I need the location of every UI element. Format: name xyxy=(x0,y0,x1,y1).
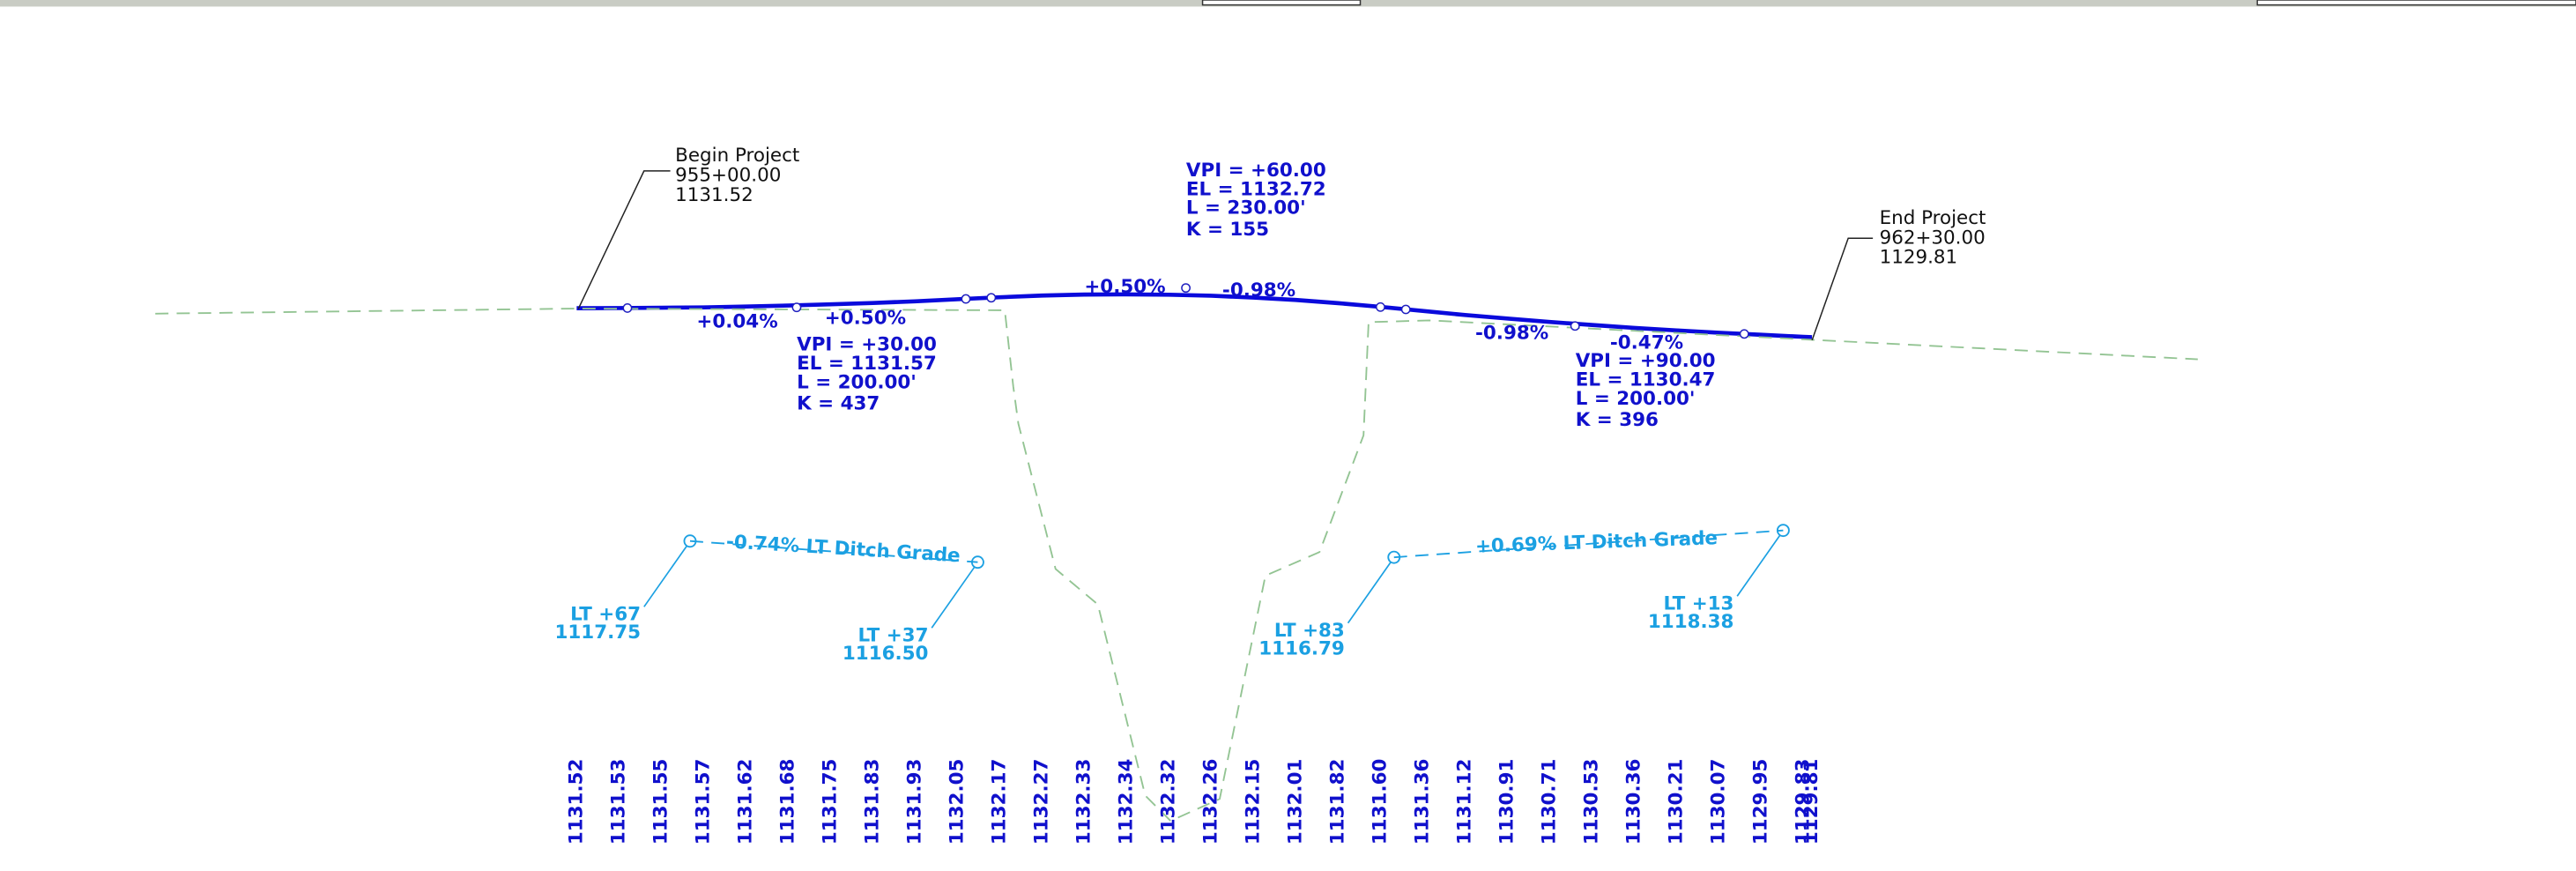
elevation-label: 1131.57 xyxy=(692,759,714,845)
annotation-text: 955+00.00 xyxy=(675,164,781,186)
curve-point xyxy=(1741,330,1748,338)
top-box xyxy=(1203,0,1361,5)
ditch-elevation-label: 1116.50 xyxy=(843,643,929,665)
annotation-text: 1131.52 xyxy=(675,184,753,206)
grade-label: -0.98% xyxy=(1475,322,1548,344)
elevation-label: 1131.62 xyxy=(734,759,756,845)
top-box xyxy=(2257,0,2576,5)
page: {"chart_data": { "type": "line", "xlim":… xyxy=(0,0,2576,871)
elevation-label: 1130.71 xyxy=(1538,759,1560,845)
elevation-label: 1131.93 xyxy=(903,759,925,845)
elevation-label: 1130.91 xyxy=(1496,759,1518,845)
annotation-text: 1129.81 xyxy=(1880,247,1958,269)
vpi-text: L = 230.00' xyxy=(1186,197,1306,220)
vpi-text: K = 155 xyxy=(1186,219,1269,241)
elevation-label: 1131.83 xyxy=(861,759,883,845)
curve-point xyxy=(1182,284,1190,292)
elevation-label: 1130.53 xyxy=(1580,759,1602,845)
vpi-text: L = 200.00' xyxy=(797,371,917,393)
annotation-text: End Project xyxy=(1880,207,1986,229)
grade-label: -0.47% xyxy=(1610,332,1683,354)
grade-label: +0.04% xyxy=(696,310,777,332)
elevation-label: 1130.07 xyxy=(1707,759,1729,845)
elevation-label: 1131.82 xyxy=(1326,759,1348,845)
curve-point xyxy=(1402,305,1410,313)
vpi-text: K = 396 xyxy=(1576,409,1659,431)
elevation-label: 1131.60 xyxy=(1369,759,1391,845)
grade-label: -0.98% xyxy=(1222,279,1295,302)
ditch-elevation-label: 1116.79 xyxy=(1258,638,1345,660)
annotation-text: 962+30.00 xyxy=(1880,227,1986,249)
elevation-label: 1130.36 xyxy=(1622,759,1644,845)
grade-label: +0.50% xyxy=(825,308,906,330)
curve-point xyxy=(987,294,995,302)
curve-point xyxy=(1571,322,1579,330)
annotation-text: Begin Project xyxy=(675,145,799,167)
elevation-label: 1131.53 xyxy=(607,759,629,845)
elevation-label: 1132.27 xyxy=(1030,759,1052,845)
elevation-label: 1130.21 xyxy=(1665,759,1687,845)
elevation-label: 1132.05 xyxy=(946,759,968,845)
background xyxy=(0,0,2576,871)
vpi-text: K = 437 xyxy=(797,393,880,415)
elevation-label: 1132.32 xyxy=(1157,759,1179,845)
grade-label: +0.50% xyxy=(1084,276,1165,298)
chart: 1131.52 1131.53 1131.55 1131.57 1131.62 1131.… xyxy=(0,0,2576,871)
elevation-label: 1132.01 xyxy=(1284,759,1306,845)
vpi-text: L = 200.00' xyxy=(1576,388,1696,410)
elevation-label: 1132.26 xyxy=(1199,759,1221,845)
elevation-label: 1131.68 xyxy=(776,759,798,845)
elevation-label: 1132.34 xyxy=(1115,759,1137,845)
elevation-label: 1129.81 xyxy=(1800,759,1823,845)
curve-point xyxy=(623,304,631,312)
elevation-label: 1131.12 xyxy=(1453,759,1475,845)
ditch-elevation-label: 1117.75 xyxy=(554,622,641,644)
elevation-label: 1131.52 xyxy=(565,759,587,845)
ditch-elevation-label: 1118.38 xyxy=(1648,611,1734,633)
elevation-label: 1131.75 xyxy=(819,759,841,845)
elevation-label: 1131.55 xyxy=(650,759,672,845)
elevation-label: 1131.36 xyxy=(1411,759,1433,845)
curve-point xyxy=(961,294,969,302)
curve-point xyxy=(1377,303,1385,311)
elevation-label: 1132.17 xyxy=(988,759,1010,845)
elevation-label: 1132.33 xyxy=(1073,759,1095,845)
curve-point xyxy=(792,303,800,311)
elevation-label: 1132.15 xyxy=(1242,759,1264,845)
elevation-label: 1129.95 xyxy=(1749,759,1771,845)
